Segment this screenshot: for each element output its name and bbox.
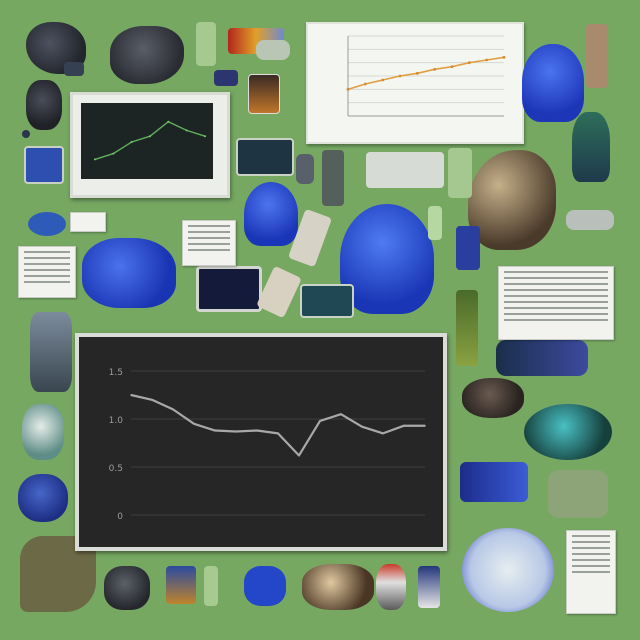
green-bottle-icon <box>456 290 478 366</box>
green-bottle-icon <box>448 148 472 198</box>
data-point <box>361 425 363 428</box>
tablet-icon <box>300 284 354 318</box>
data-point <box>433 67 437 71</box>
small-label-icon <box>64 62 84 76</box>
small-photo-icon <box>166 566 196 604</box>
green-bottle-icon <box>196 22 216 66</box>
data-point <box>130 141 133 143</box>
mug-icon <box>302 564 374 610</box>
stone-sculpture-icon <box>468 150 556 250</box>
chart-background <box>79 337 443 547</box>
scroll-icon <box>256 265 302 319</box>
data-point <box>485 58 489 62</box>
blue-stone-icon <box>18 474 68 522</box>
small-line-chart <box>306 22 524 144</box>
y-tick-label: 0 <box>117 512 123 522</box>
data-point <box>277 432 279 435</box>
gear-icon <box>256 40 290 60</box>
blue-statue-icon <box>522 44 584 122</box>
dark-rock-icon <box>110 26 184 84</box>
main-line-chart-plot: 0 0.5 1.0 1.5 <box>79 337 443 547</box>
data-point <box>382 432 384 435</box>
book-icon <box>322 150 344 206</box>
device-icon <box>366 152 444 188</box>
small-line-chart-plot <box>346 35 506 117</box>
stone-bowl-icon <box>462 378 524 418</box>
document-card <box>498 266 614 340</box>
green-bottle-icon <box>428 206 442 240</box>
data-point <box>340 413 342 415</box>
y-tick-label: 0.5 <box>109 464 123 474</box>
y-tick-label: 1.5 <box>109 368 123 378</box>
monitor-screen <box>81 103 213 179</box>
document-card <box>18 246 76 298</box>
data-point <box>149 135 151 138</box>
blue-cup-icon <box>418 566 440 608</box>
y-tick-label: 1.0 <box>109 416 124 426</box>
data-point <box>172 408 174 411</box>
series-line <box>347 56 505 91</box>
data-point <box>112 152 115 155</box>
data-point <box>502 55 506 59</box>
data-point <box>415 71 419 75</box>
globe-plate-icon <box>462 528 554 612</box>
globe-dish-icon <box>524 404 612 460</box>
data-point <box>235 430 237 433</box>
data-point <box>256 429 258 432</box>
blue-cluster-icon <box>82 238 176 308</box>
dark-rock-icon <box>26 80 62 130</box>
blue-mushroom-icon <box>340 204 434 314</box>
data-point <box>193 423 195 425</box>
dark-statue-icon <box>30 312 72 392</box>
data-point <box>151 399 153 401</box>
data-point <box>167 120 170 123</box>
data-point <box>204 135 206 138</box>
main-line-chart: 0 0.5 1.0 1.5 <box>75 333 447 551</box>
data-point <box>403 424 405 427</box>
data-point <box>450 65 454 69</box>
document-card <box>182 220 236 266</box>
blue-cup-icon <box>28 212 66 236</box>
screen-thumbnail <box>196 266 262 312</box>
device-icon <box>22 130 30 138</box>
document-card <box>566 530 616 614</box>
green-plant-icon <box>572 112 610 182</box>
glass-jar-icon <box>22 404 64 460</box>
red-jar-icon <box>376 564 406 610</box>
data-point <box>398 74 402 78</box>
data-point <box>381 78 385 82</box>
tablet-icon <box>236 138 294 176</box>
bottle-icon <box>296 154 314 184</box>
blue-mushroom-icon <box>244 182 298 246</box>
blue-stone-icon <box>24 146 64 184</box>
dark-brush-icon <box>496 340 588 376</box>
blue-object-icon <box>244 566 286 606</box>
data-point <box>94 158 96 161</box>
blue-crystal-icon <box>460 462 528 502</box>
data-point <box>298 454 300 457</box>
document-card <box>70 212 106 232</box>
data-point <box>346 87 350 91</box>
green-bottle-icon <box>204 566 218 606</box>
data-point <box>363 82 367 86</box>
blue-cup-icon <box>456 226 480 270</box>
monitor-chart-plot <box>81 103 213 179</box>
data-point <box>130 394 132 396</box>
monitor-with-chart <box>70 92 230 198</box>
dark-rock-icon <box>104 566 150 610</box>
data-point <box>319 420 321 422</box>
data-point <box>185 129 188 132</box>
branch-icon <box>548 470 608 518</box>
data-point <box>467 61 471 65</box>
data-point <box>424 424 426 427</box>
data-point <box>214 429 216 432</box>
small-photo-icon <box>214 70 238 86</box>
small-tool-icon <box>566 210 614 230</box>
photo-thumbnail <box>248 74 280 114</box>
wooden-handle-icon <box>586 24 608 88</box>
